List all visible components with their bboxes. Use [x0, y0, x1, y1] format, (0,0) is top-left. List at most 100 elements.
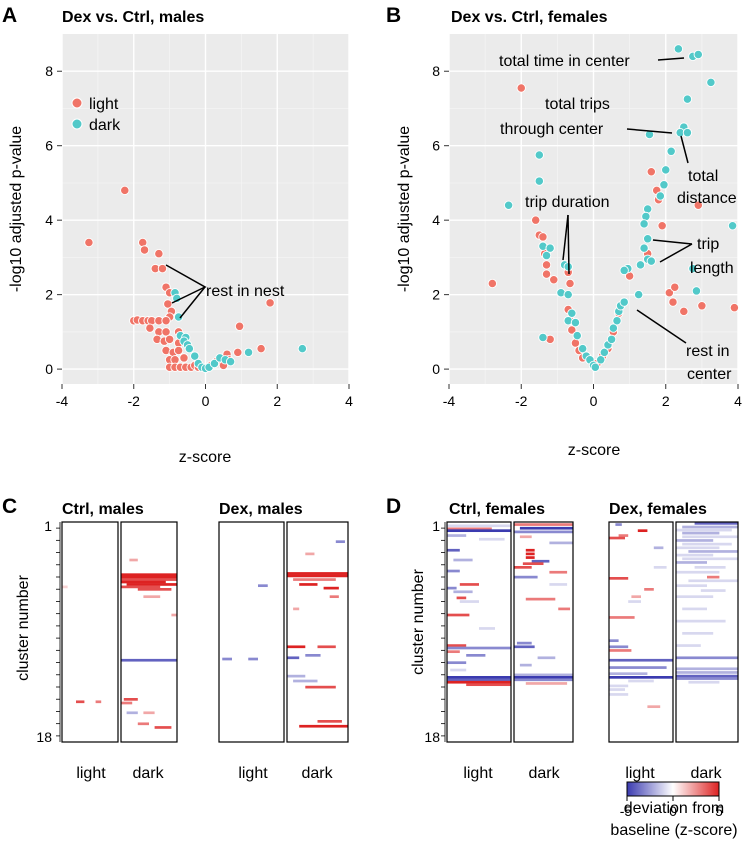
panel-a-point-light — [234, 321, 245, 331]
annotation-total-distance-line2: distance — [677, 190, 737, 207]
panel-b-point-light — [567, 325, 577, 335]
panel-b-point-light — [516, 83, 526, 93]
panel-b-point-dark — [563, 289, 573, 300]
panel-a-point-light — [161, 316, 171, 326]
panel-b-point-dark — [612, 316, 622, 326]
panel-d-heatmap-stripe — [447, 524, 511, 528]
panel-d-dex-dark-label: dark — [690, 765, 722, 782]
panel-d-heatmap-stripe — [700, 589, 726, 592]
panel-d-heatmap-stripe — [447, 650, 460, 654]
panel-d-heatmap-stripe — [682, 542, 732, 546]
panel-b-point-dark — [693, 49, 703, 60]
panel-d-heatmap-stripe — [609, 536, 625, 540]
panel-a-point-dark — [173, 312, 184, 322]
panel-d-heatmap-stripe — [447, 644, 467, 647]
panel-a-point-light — [120, 185, 130, 196]
panel-d-heatmap-stripe — [647, 705, 661, 709]
panel-a-point-dark — [184, 343, 195, 354]
panel-d-heatmap-stripe — [615, 523, 622, 526]
panel-d-heatmap-stripe — [682, 535, 738, 539]
panel-a-y-tick-label: 2 — [45, 287, 53, 303]
panel-d-heatmap-stripe — [447, 680, 511, 684]
panel-d-heatmap-stripe — [609, 658, 673, 662]
panel-d-heatmap-stripe — [609, 616, 635, 619]
panel-b-point-dark — [572, 330, 582, 341]
panel-d-heatmap-stripe — [676, 671, 738, 674]
panel-b-point-light — [697, 301, 707, 311]
panel-c-heatmap-stripe — [287, 674, 306, 678]
panel-c-group-2-title: Dex, males — [219, 501, 303, 518]
annotation-rest-in-center-line1: rest in — [686, 343, 730, 360]
panel-a-x-tick-label: 2 — [273, 393, 281, 409]
panel-b-point-dark — [606, 334, 617, 344]
panel-d-heatmap-stripe — [514, 575, 538, 579]
panel-b-point-light — [646, 167, 656, 177]
panel-c-heatmap-stripe — [129, 558, 138, 562]
annotation-total-time-text: total time in center — [499, 53, 630, 70]
panel-c-ctrl-dark-label: dark — [132, 765, 164, 782]
panel-b-point-dark — [682, 94, 693, 104]
panel-c-heatmap-stripe — [287, 572, 348, 575]
panel-d-heatmap-stripe — [447, 676, 511, 679]
panel-d-heatmap-stripe — [676, 619, 726, 623]
panel-d-heatmap-stripe — [676, 674, 738, 678]
panel-b-point-dark — [534, 150, 544, 160]
panel-d-heatmap-stripe — [514, 645, 535, 649]
panel-c-heatmap-stripe — [329, 595, 339, 599]
panel-c-heatmap-stripe — [121, 578, 177, 581]
panel-c-heatmap-stripe — [305, 654, 321, 657]
panel-b-point-dark — [659, 180, 669, 190]
panel-b-point-dark — [567, 308, 577, 318]
panel-label-a: A — [2, 4, 17, 27]
panel-b-point-dark — [596, 355, 606, 365]
panel-b-point-dark — [570, 317, 581, 328]
panel-d-heatmap-stripe — [525, 597, 556, 601]
panel-b-point-dark — [590, 362, 600, 372]
legend-dark-label: dark — [89, 117, 121, 134]
panel-d-dex-light-label: light — [625, 765, 655, 782]
panel-c-heatmap-stripe — [121, 701, 133, 705]
panel-a-x-tick-label: 0 — [202, 393, 210, 409]
panel-d-heatmap-stripe — [676, 561, 707, 564]
panel-c-heatmap-stripe — [293, 607, 300, 611]
panel-a-point-light — [84, 237, 94, 248]
panel-c-heatmap-stripe — [137, 588, 172, 591]
panel-b-point-dark — [666, 146, 676, 156]
panel-d-heatmap-stripe — [514, 678, 573, 682]
panel-d-heatmap-stripe — [676, 656, 738, 660]
panel-d-ctrl-dark-label: dark — [528, 765, 560, 782]
panel-d-heatmap-stripe — [514, 566, 532, 569]
panel-b-point-dark — [578, 343, 588, 354]
panel-c-heatmap-stripe — [171, 613, 177, 617]
panel-d-heatmap-stripe — [609, 645, 629, 649]
panel-c-heatmap-stripe — [121, 573, 177, 577]
panel-a-y-tick-label: 8 — [45, 63, 53, 79]
panel-b-point-dark — [538, 332, 548, 343]
panel-d-heatmap-stripe — [514, 523, 573, 526]
panel-a-point-light — [265, 298, 275, 308]
panel-d-heatmap-stripe — [682, 607, 707, 611]
panel-a: A Dex vs. Ctrl, males -4 -2 0 2 4 0 2 4 6 8 z-sco… — [2, 4, 353, 466]
panel-c-heatmap-stripe — [137, 722, 149, 726]
panel-b-point-light — [487, 278, 497, 289]
panel-b-point-dark — [639, 243, 649, 253]
panel-b-point-dark — [619, 265, 629, 276]
panel-label-b: B — [386, 4, 401, 27]
panel-d-heatmap-frame — [608, 521, 674, 743]
panel-a-point-light — [138, 237, 148, 248]
panel-label-d: D — [386, 495, 401, 518]
panel-d-heatmap-stripe — [479, 537, 505, 541]
legend-light-label: light — [89, 96, 119, 113]
panel-d-heatmap-stripe — [537, 656, 556, 660]
annotation-total-trips: total trips through center — [500, 96, 673, 138]
panel-c-dex-light-label: light — [238, 765, 268, 782]
panel-a-x-axis-label: z-score — [179, 449, 232, 466]
panel-d-heatmap-stripe — [525, 556, 535, 559]
panel-d-heatmap-stripe — [514, 530, 573, 534]
colorbar-gradient — [626, 781, 720, 797]
panel-d-heatmap-g1-light — [446, 521, 512, 743]
panel-d-heatmap-stripe — [609, 639, 619, 643]
panel-b-point-dark — [639, 219, 649, 229]
panel-b-point-dark — [608, 323, 619, 333]
